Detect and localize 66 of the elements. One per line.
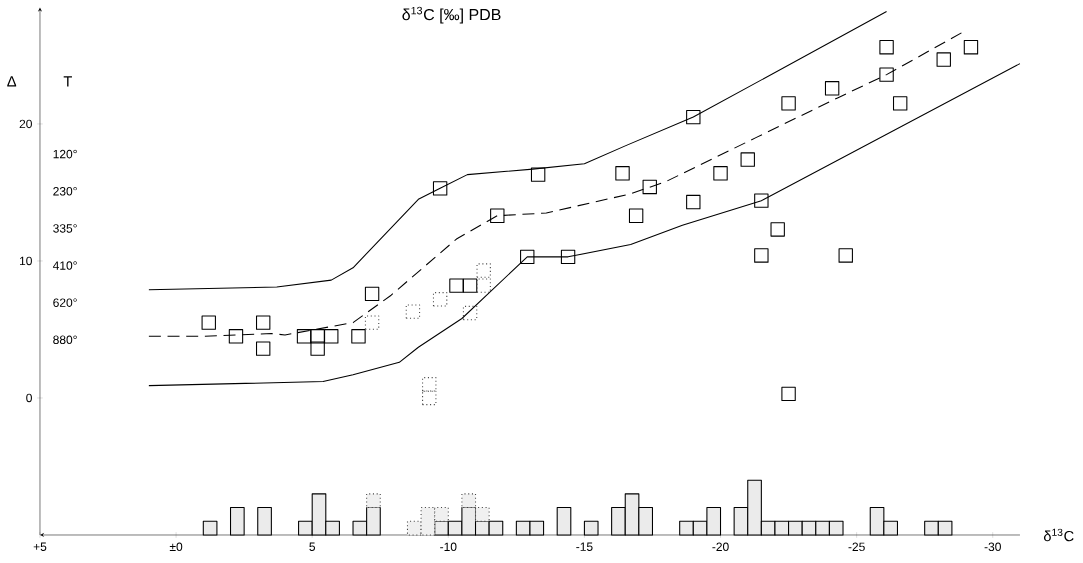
point [754, 248, 769, 263]
point [686, 194, 701, 210]
point [490, 208, 505, 223]
annotation: 335° [53, 224, 77, 233]
point [754, 193, 769, 208]
chart-title: δ$^{13}$C [‰] PDB [402, 6, 501, 24]
point [476, 278, 491, 293]
x-tick-label: -30 [984, 542, 1001, 552]
point [310, 341, 325, 356]
annotation: 410° [52, 261, 77, 270]
point [770, 222, 785, 237]
point [432, 181, 448, 196]
point [838, 248, 853, 263]
annotation: 620° [53, 298, 77, 307]
annotation: 120° [53, 149, 77, 159]
x-tick-label: -10 [440, 542, 457, 552]
point [936, 52, 951, 67]
point [462, 305, 478, 321]
point [530, 167, 546, 182]
point [476, 263, 491, 278]
point [824, 81, 840, 96]
point [255, 315, 271, 330]
y-axis-title: Δ [7, 76, 17, 87]
point [560, 249, 576, 265]
point [422, 377, 437, 392]
y-tick-label: 10 [19, 256, 32, 266]
point [892, 96, 908, 111]
point [686, 109, 701, 125]
point [740, 152, 755, 167]
point [615, 166, 630, 181]
point [462, 278, 478, 293]
x-tick-label: +5 [33, 542, 47, 551]
point [628, 208, 644, 223]
point [781, 96, 796, 111]
x-tick-label: -20 [712, 542, 729, 552]
point [228, 329, 244, 344]
point [310, 329, 325, 344]
point [255, 341, 271, 356]
x-tick-label: 5 [309, 542, 316, 551]
point [364, 315, 380, 330]
y-tick-label: 20 [19, 119, 32, 129]
point [432, 292, 448, 307]
point [963, 40, 979, 55]
point [642, 179, 657, 195]
x-tick-label: -25 [848, 542, 865, 552]
annotation: 230° [53, 187, 77, 196]
point [449, 278, 464, 293]
point [296, 329, 312, 344]
point [324, 329, 339, 344]
annotation: 880° [53, 335, 77, 345]
y2-axis-title: T [63, 76, 72, 87]
y-tick-label: 0 [26, 393, 32, 403]
point [201, 315, 216, 330]
point [879, 67, 894, 82]
point [351, 329, 366, 344]
x-axis-title: δ$^{13}$C [1043, 528, 1074, 542]
point [781, 386, 796, 402]
point [405, 304, 421, 319]
line-series [148, 63, 1021, 387]
point [520, 249, 535, 265]
point [364, 286, 380, 302]
point [422, 390, 437, 406]
x-tick-label: ±0 [169, 542, 183, 552]
point [879, 40, 894, 55]
x-tick-label: -15 [576, 542, 593, 551]
point [713, 166, 728, 181]
